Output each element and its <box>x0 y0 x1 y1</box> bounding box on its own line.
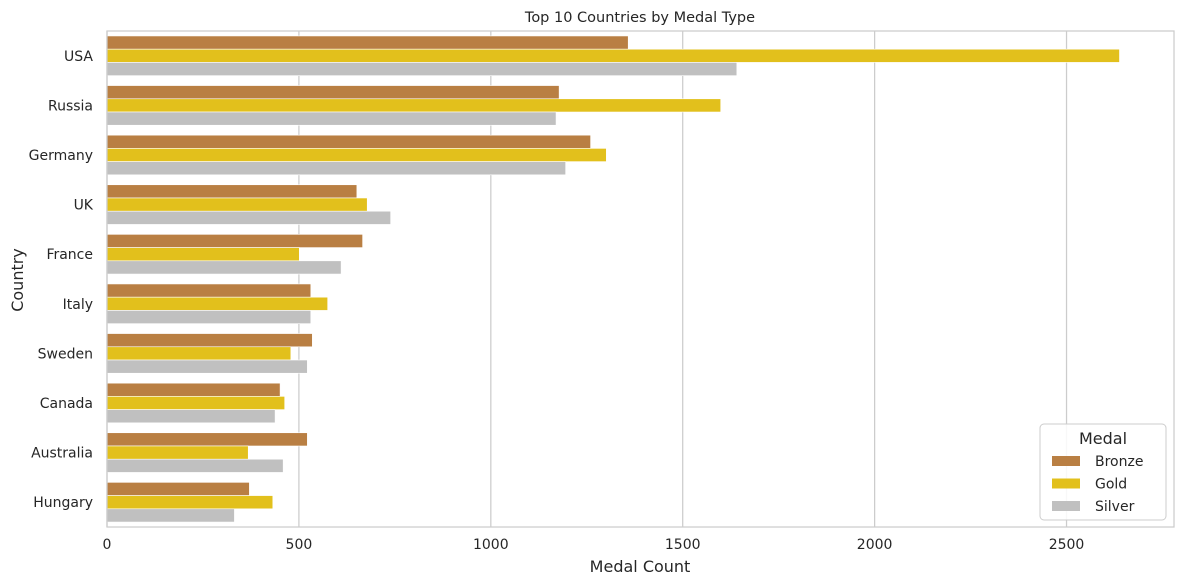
x-tick-label: 1000 <box>473 537 509 553</box>
bar-bronze <box>106 184 358 199</box>
plot-frame <box>106 30 1175 528</box>
y-tick-label: USA <box>64 49 93 65</box>
bar-gold <box>106 296 328 311</box>
y-tick-label: Italy <box>63 297 93 313</box>
bar-gold <box>106 445 249 460</box>
x-tick-label: 0 <box>103 537 112 553</box>
bar-bronze <box>106 432 308 447</box>
legend-swatch-silver <box>1052 501 1080 511</box>
x-tick-label: 2500 <box>1049 537 1085 553</box>
bar-bronze <box>106 333 313 348</box>
bar-silver <box>106 409 276 424</box>
bar-bronze <box>106 382 281 397</box>
bar-bronze <box>106 85 560 100</box>
y-tick-label: France <box>46 247 93 263</box>
y-tick-label: UK <box>74 198 94 214</box>
legend-title: Medal <box>1079 429 1127 448</box>
bar-bronze <box>106 134 591 149</box>
x-tick-label: 1500 <box>665 537 701 553</box>
bar-silver <box>106 359 308 374</box>
bar-bronze <box>106 283 312 298</box>
y-tick-label: Russia <box>48 98 93 114</box>
bar-bronze <box>106 482 250 496</box>
legend-label-silver: Silver <box>1095 499 1135 515</box>
chart-title: Top 10 Countries by Medal Type <box>524 10 755 26</box>
bar-gold <box>106 98 722 113</box>
legend: Medal Bronze Gold Silver <box>1039 423 1167 521</box>
bar-silver <box>106 111 557 126</box>
bar-bronze <box>106 234 363 248</box>
bar-gold <box>106 197 368 212</box>
y-tick-label: Germany <box>29 148 93 164</box>
bar-silver <box>106 310 312 324</box>
bars <box>106 35 1120 523</box>
bar-gold <box>106 346 292 361</box>
y-tick-label: Canada <box>40 396 93 412</box>
bar-gold <box>106 48 1120 63</box>
bar-silver <box>106 458 284 473</box>
x-tick-labels: 0 500 1000 1500 2000 2500 <box>103 537 1085 553</box>
bar-gold <box>106 396 286 410</box>
bar-bronze <box>106 35 629 50</box>
bar-gold <box>106 247 300 262</box>
y-tick-label: Sweden <box>38 346 93 362</box>
y-tick-labels: USA Russia Germany UK France Italy Sweden Canad… <box>29 49 94 511</box>
legend-frame <box>1039 423 1167 521</box>
bar-silver <box>106 161 566 176</box>
legend-label-bronze: Bronze <box>1095 454 1143 470</box>
x-axis-title: Medal Count <box>590 557 691 576</box>
y-tick-label: Australia <box>31 446 93 462</box>
x-tick-label: 2000 <box>857 537 893 553</box>
bar-silver <box>106 62 738 76</box>
y-axis-title: Country <box>8 248 27 312</box>
bar-silver <box>106 210 391 225</box>
bar-silver <box>106 508 235 523</box>
legend-swatch-bronze <box>1052 456 1080 466</box>
legend-swatch-gold <box>1052 478 1080 489</box>
bar-gold <box>106 495 274 510</box>
x-tick-label: 500 <box>286 537 313 553</box>
legend-label-gold: Gold <box>1095 477 1127 493</box>
y-tick-label: Hungary <box>33 495 93 511</box>
bar-silver <box>106 260 342 275</box>
bar-gold <box>106 148 607 162</box>
